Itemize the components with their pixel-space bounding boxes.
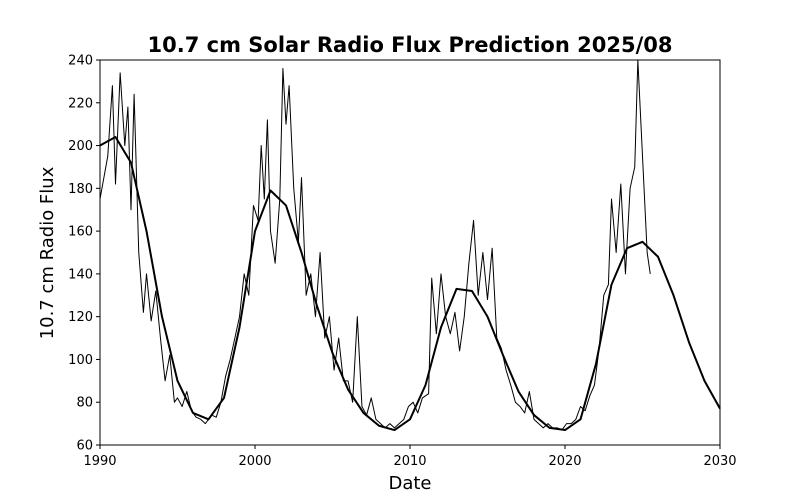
y-tick-label: 140: [68, 267, 93, 282]
y-tick-label: 100: [68, 353, 93, 368]
data-line: [99, 136, 721, 432]
x-tick-label: 2010: [393, 454, 426, 469]
y-axis-label: 10.7 cm Radio Flux: [37, 166, 58, 339]
y-tick-label: 180: [68, 182, 93, 197]
y-tick-label: 220: [68, 96, 93, 111]
y-tick-label: 80: [76, 396, 93, 411]
y-tick-label: 200: [68, 139, 93, 154]
x-tick-label: 2000: [238, 454, 271, 469]
y-tick-label: 160: [68, 225, 93, 240]
y-tick-label: 240: [68, 54, 93, 69]
y-tick-label: 60: [76, 439, 93, 454]
x-axis-label: Date: [388, 473, 431, 494]
y-tick-label: 120: [68, 310, 93, 325]
x-tick-label: 1990: [83, 454, 116, 469]
chart-title: 10.7 cm Solar Radio Flux Prediction 2025…: [148, 33, 673, 57]
x-tick-label: 2030: [703, 454, 736, 469]
x-tick-label: 2020: [548, 454, 581, 469]
